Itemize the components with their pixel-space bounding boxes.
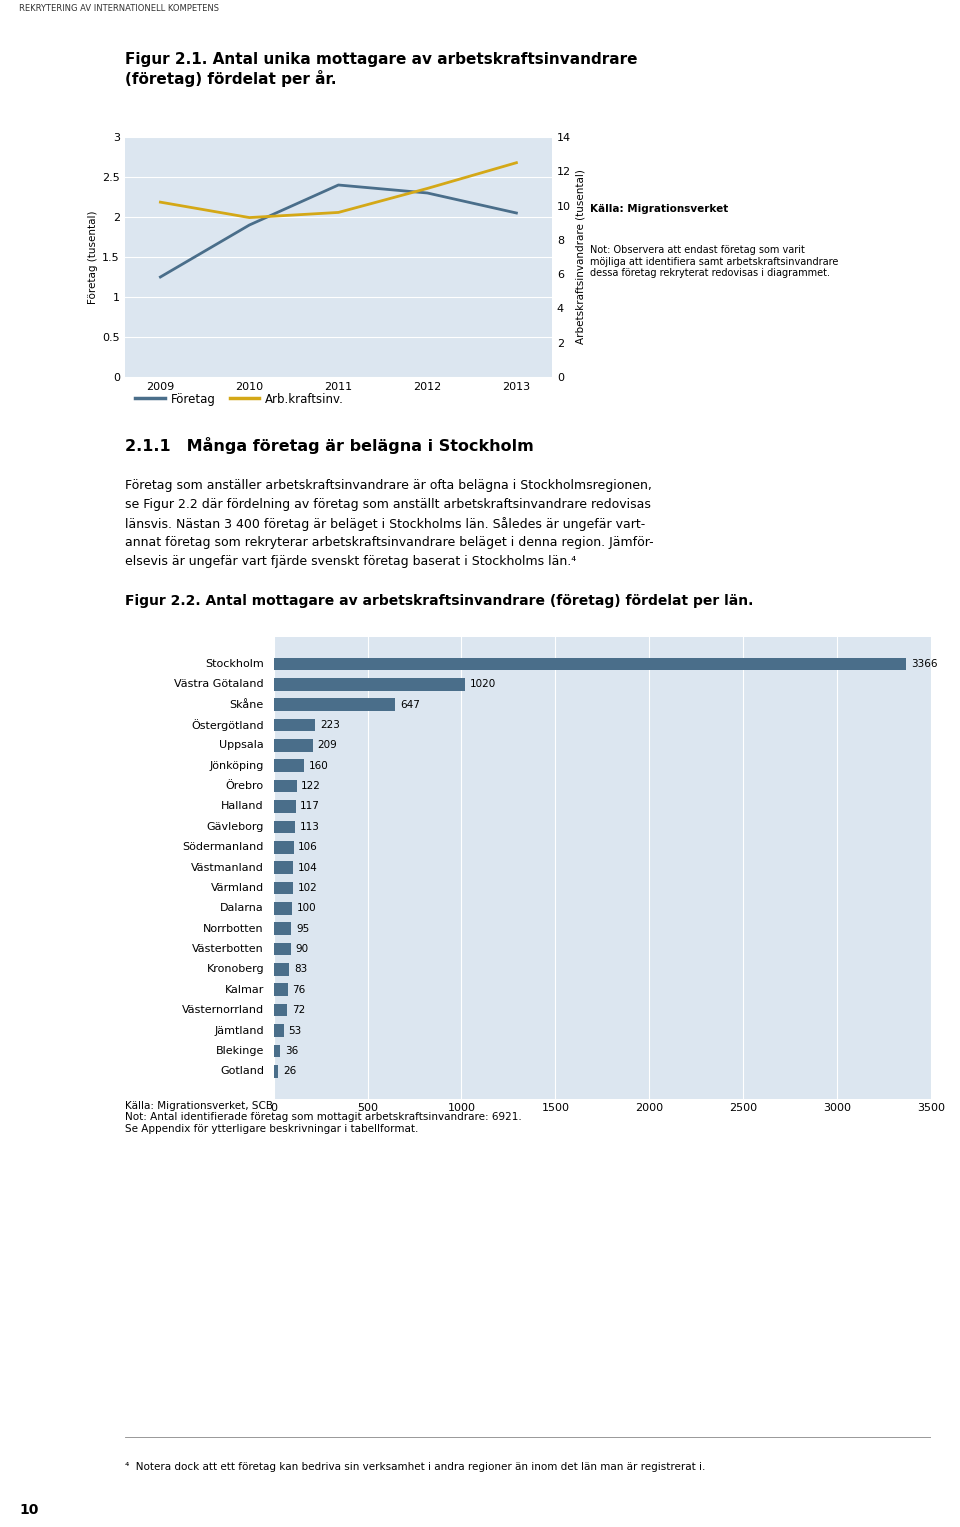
Text: REKRYTERING AV INTERNATIONELL KOMPETENS: REKRYTERING AV INTERNATIONELL KOMPETENS bbox=[19, 5, 219, 14]
Bar bbox=[274, 922, 292, 935]
Text: länsvis. Nästan 3 400 företag är beläget i Stockholms län. Således är ungefär va: länsvis. Nästan 3 400 företag är beläget… bbox=[125, 516, 645, 530]
Bar bbox=[274, 1064, 278, 1078]
Bar bbox=[274, 902, 293, 915]
Text: Halland: Halland bbox=[222, 802, 264, 811]
Text: 122: 122 bbox=[301, 782, 321, 791]
Text: 76: 76 bbox=[293, 985, 306, 994]
Text: Kalmar: Kalmar bbox=[225, 985, 264, 994]
Bar bbox=[274, 658, 906, 670]
Text: 113: 113 bbox=[300, 822, 320, 832]
Text: 102: 102 bbox=[298, 883, 317, 893]
Text: Blekinge: Blekinge bbox=[216, 1046, 264, 1055]
Text: Östergötland: Östergötland bbox=[191, 719, 264, 731]
Text: 106: 106 bbox=[299, 843, 318, 852]
Text: Gävleborg: Gävleborg bbox=[206, 822, 264, 832]
Bar bbox=[274, 820, 295, 834]
Text: 104: 104 bbox=[298, 863, 318, 872]
Bar bbox=[274, 759, 303, 773]
Bar bbox=[274, 678, 466, 690]
Bar bbox=[274, 881, 293, 895]
Y-axis label: Arbetskraftsinvandrare (tusental): Arbetskraftsinvandrare (tusental) bbox=[575, 169, 586, 345]
Text: Dalarna: Dalarna bbox=[220, 904, 264, 913]
Text: 100: 100 bbox=[297, 904, 317, 913]
Text: Jämtland: Jämtland bbox=[214, 1026, 264, 1035]
Bar bbox=[274, 841, 294, 854]
Y-axis label: Företag (tusental): Företag (tusental) bbox=[88, 211, 98, 304]
Text: se Figur 2.2 där fördelning av företag som anställt arbetskraftsinvandrare redov: se Figur 2.2 där fördelning av företag s… bbox=[125, 498, 651, 510]
Text: Not: Observera att endast företag som varit
möjliga att identifiera samt arbetsk: Not: Observera att endast företag som va… bbox=[590, 244, 839, 278]
Text: 26: 26 bbox=[283, 1066, 297, 1077]
Text: Uppsala: Uppsala bbox=[219, 741, 264, 750]
Text: ⁴  Notera dock att ett företag kan bedriva sin verksamhet i andra regioner än in: ⁴ Notera dock att ett företag kan bedriv… bbox=[125, 1463, 706, 1472]
Text: annat företag som rekryterar arbetskraftsinvandrare beläget i denna region. Jämf: annat företag som rekryterar arbetskraft… bbox=[125, 536, 654, 548]
Text: 95: 95 bbox=[296, 924, 309, 933]
Text: Företag som anställer arbetskraftsinvandrare är ofta belägna i Stockholmsregione: Företag som anställer arbetskraftsinvand… bbox=[125, 478, 652, 492]
Bar bbox=[274, 780, 297, 793]
Bar bbox=[274, 983, 288, 996]
Text: 2.1.1 Många företag är belägna i Stockholm: 2.1.1 Många företag är belägna i Stockho… bbox=[125, 437, 534, 454]
Legend: Företag, Arb.kraftsinv.: Företag, Arb.kraftsinv. bbox=[131, 388, 348, 411]
Text: 117: 117 bbox=[300, 802, 320, 811]
Text: Västmanland: Västmanland bbox=[191, 863, 264, 872]
Text: Gotland: Gotland bbox=[220, 1066, 264, 1077]
Bar bbox=[274, 1003, 287, 1017]
Bar bbox=[274, 1025, 283, 1037]
Text: 83: 83 bbox=[294, 965, 307, 974]
Text: Västra Götaland: Västra Götaland bbox=[175, 680, 264, 689]
Bar bbox=[274, 1044, 280, 1057]
Bar bbox=[274, 698, 396, 712]
Text: 160: 160 bbox=[308, 760, 328, 771]
Bar bbox=[274, 719, 316, 731]
Text: 1020: 1020 bbox=[470, 680, 496, 689]
Bar bbox=[274, 964, 289, 976]
Text: Källa: Migrationsverket: Källa: Migrationsverket bbox=[590, 205, 729, 214]
Text: Figur 2.1. Antal unika mottagare av arbetskraftsinvandrare
(företag) fördelat pe: Figur 2.1. Antal unika mottagare av arbe… bbox=[125, 52, 637, 87]
Text: Skåne: Skåne bbox=[229, 699, 264, 710]
Text: Västerbotten: Västerbotten bbox=[192, 944, 264, 954]
Text: 36: 36 bbox=[285, 1046, 299, 1055]
Text: Norrbotten: Norrbotten bbox=[204, 924, 264, 933]
Text: Värmland: Värmland bbox=[211, 883, 264, 893]
Bar bbox=[274, 861, 293, 873]
Text: 10: 10 bbox=[19, 1503, 38, 1516]
Text: 209: 209 bbox=[318, 741, 337, 750]
Text: 223: 223 bbox=[321, 721, 340, 730]
Text: Örebro: Örebro bbox=[226, 782, 264, 791]
Text: Södermanland: Södermanland bbox=[182, 843, 264, 852]
Text: 3366: 3366 bbox=[911, 658, 937, 669]
Text: Kronoberg: Kronoberg bbox=[206, 965, 264, 974]
Bar bbox=[274, 739, 313, 751]
Bar bbox=[274, 942, 291, 956]
Text: 647: 647 bbox=[400, 699, 420, 710]
Text: Stockholm: Stockholm bbox=[205, 658, 264, 669]
Text: Figur 2.2. Antal mottagare av arbetskraftsinvandrare (företag) fördelat per län.: Figur 2.2. Antal mottagare av arbetskraf… bbox=[125, 594, 754, 608]
Text: Källa: Migrationsverket, SCB
Not: Antal identifierade företag som mottagit arbet: Källa: Migrationsverket, SCB Not: Antal … bbox=[125, 1101, 521, 1133]
Text: 53: 53 bbox=[288, 1026, 301, 1035]
Text: 90: 90 bbox=[296, 944, 308, 954]
Text: 72: 72 bbox=[292, 1005, 305, 1015]
Bar bbox=[274, 800, 296, 812]
Text: Jönköping: Jönköping bbox=[209, 760, 264, 771]
Text: elsevis är ungefär vart fjärde svenskt företag baserat i Stockholms län.⁴: elsevis är ungefär vart fjärde svenskt f… bbox=[125, 554, 576, 568]
Text: Västernorrland: Västernorrland bbox=[181, 1005, 264, 1015]
